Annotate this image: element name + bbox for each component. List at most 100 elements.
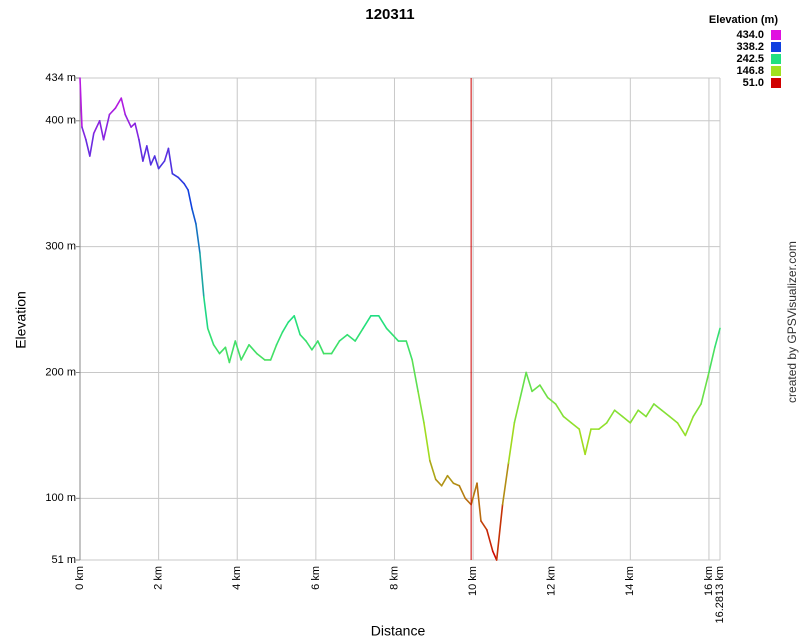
elevation-segment — [85, 138, 91, 157]
elevation-segment — [212, 343, 221, 355]
x-tick-label: 16.2813 km — [714, 566, 726, 623]
elevation-segment — [153, 155, 160, 170]
elevation-segment — [476, 482, 482, 522]
elevation-segment — [281, 321, 290, 334]
elevation-segment — [531, 384, 541, 393]
elevation-segment — [554, 403, 565, 418]
elevation-segment — [613, 409, 624, 418]
elevation-segment — [434, 478, 443, 487]
elevation-segment — [240, 343, 250, 361]
legend-label: 51.0 — [743, 77, 764, 89]
elevation-segment — [377, 315, 388, 330]
elevation-segment — [495, 503, 504, 561]
elevation-segment — [405, 340, 413, 361]
elevation-segment — [317, 340, 325, 355]
credit: created by GPSVisualizer.com — [785, 241, 799, 403]
x-tick-label: 14 km — [624, 566, 636, 596]
elevation-segment — [660, 409, 671, 418]
elevation-segment — [452, 482, 461, 487]
elevation-segment — [684, 415, 695, 437]
elevation-segment — [507, 422, 516, 464]
elevation-segment — [89, 132, 95, 157]
y-tick-label: 300 m — [45, 241, 76, 253]
elevation-segment — [134, 122, 140, 141]
elevation-segment — [385, 327, 394, 336]
elevation-segment — [458, 484, 467, 500]
elevation-segment — [584, 428, 592, 456]
elevation-segment — [676, 422, 687, 437]
legend-label: 434.0 — [736, 29, 764, 41]
elevation-segment — [224, 346, 231, 364]
elevation-segment — [692, 403, 702, 418]
elevation-segment — [429, 459, 437, 481]
elevation-segment — [338, 333, 349, 342]
elevation-segment — [311, 340, 319, 351]
elevation-segment — [470, 482, 478, 506]
elevation-segment — [167, 147, 174, 175]
elevation-segment — [269, 343, 278, 361]
elevation-segment — [578, 428, 586, 456]
elevation-segment — [203, 296, 209, 330]
y-tick-label: 200 m — [45, 366, 76, 378]
elevation-segment — [362, 315, 372, 330]
elevation-segment — [562, 415, 573, 424]
elevation-segment — [108, 107, 117, 116]
elevation-segment — [480, 520, 488, 531]
elevation-segment — [187, 189, 193, 210]
y-tick-label: 400 m — [45, 115, 76, 127]
x-tick-label: 4 km — [231, 566, 243, 590]
elevation-segment — [218, 346, 227, 355]
x-tick-label: 0 km — [74, 566, 86, 590]
x-tick-label: 12 km — [546, 566, 558, 596]
y-tick-label: 434 m — [45, 72, 76, 84]
elevation-segment — [228, 340, 237, 364]
elevation-segment — [629, 409, 639, 424]
elevation-segment — [79, 77, 83, 128]
elevation-segment — [248, 343, 258, 355]
elevation-segment — [417, 390, 425, 424]
x-tick-label: 10 km — [467, 566, 479, 596]
elevation-segment — [146, 145, 152, 166]
elevation-segment — [440, 474, 449, 487]
elevation-segment — [423, 422, 431, 462]
elevation-segment — [525, 371, 533, 393]
elevation-segment — [177, 176, 185, 185]
elevation-segment — [149, 155, 156, 166]
elevation-segment — [142, 145, 148, 162]
elevation-segment — [714, 327, 721, 349]
elevation-segment — [598, 422, 608, 430]
legend-swatch — [771, 78, 781, 88]
elevation-segment — [81, 126, 87, 141]
elevation-segment — [171, 172, 180, 179]
elevation-segment — [446, 474, 455, 485]
legend-swatch — [771, 42, 781, 52]
elevation-segment — [195, 223, 201, 254]
elevation-segment — [708, 346, 716, 374]
elevation-segment — [120, 97, 127, 116]
elevation-segment — [102, 113, 111, 141]
elevation-segment — [700, 371, 710, 405]
elevation-segment — [539, 384, 549, 399]
legend-swatch — [771, 54, 781, 64]
elevation-segment — [491, 550, 498, 561]
elevation-segment — [570, 422, 581, 430]
elevation-segment — [199, 252, 205, 298]
y-axis-title: Elevation — [13, 291, 29, 349]
elevation-segment — [183, 182, 189, 191]
x-tick-label: 2 km — [153, 566, 165, 590]
y-tick-label: 51 m — [52, 554, 76, 566]
elevation-segment — [513, 396, 522, 424]
elevation-segment — [305, 340, 313, 351]
elevation-segment — [354, 327, 364, 342]
elevation-segment — [157, 160, 166, 170]
elevation-segment — [330, 340, 341, 355]
elevation-segment — [124, 113, 132, 128]
x-tick-label: 16 km — [703, 566, 715, 596]
elevation-segment — [138, 138, 144, 162]
elevation-segment — [464, 497, 472, 506]
elevation-segment — [486, 528, 494, 552]
elevation-segment — [391, 333, 400, 342]
elevation-segment — [275, 331, 284, 346]
